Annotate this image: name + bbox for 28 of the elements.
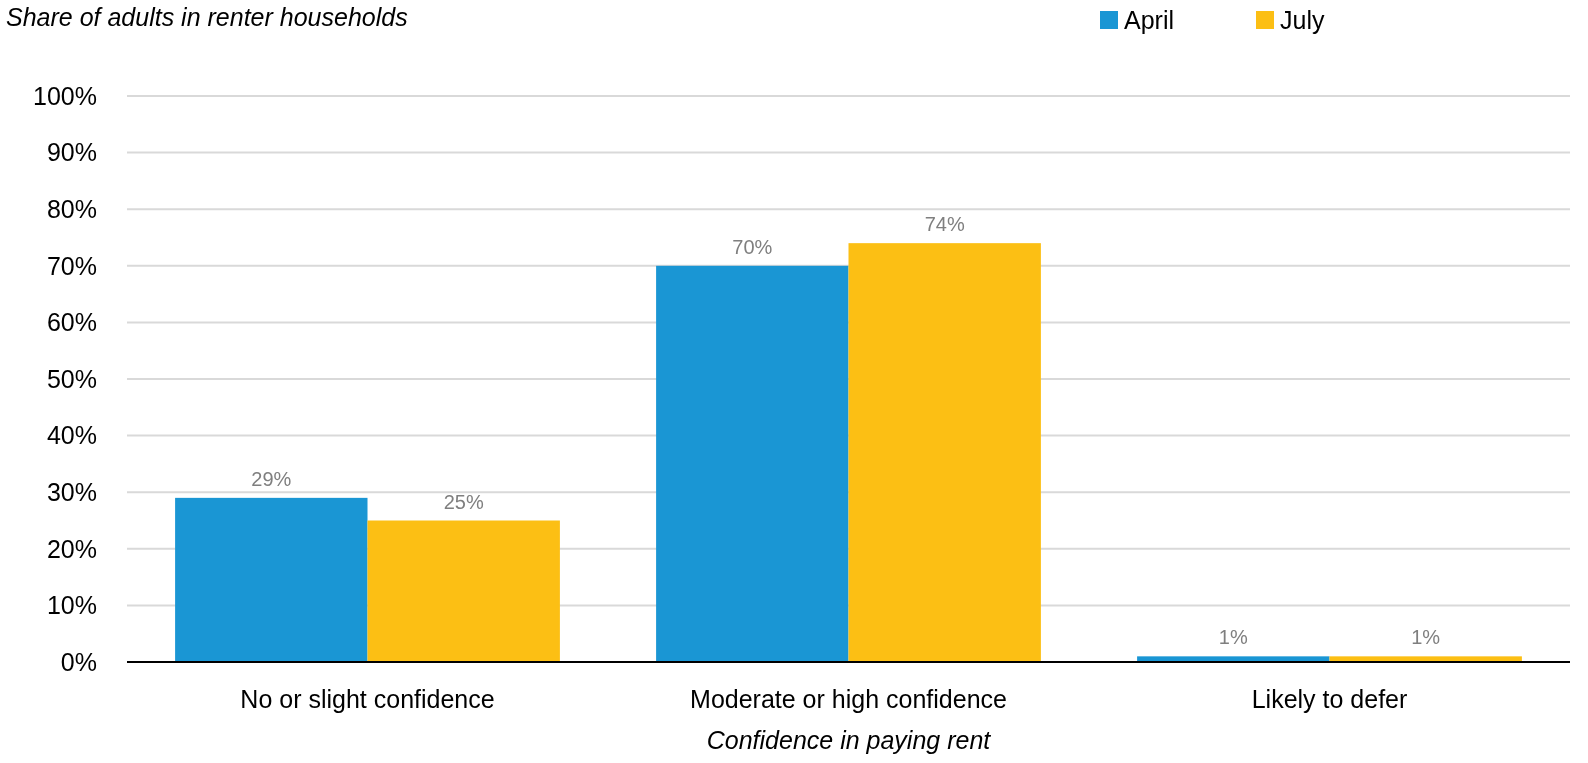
data-label: 25%	[443, 490, 484, 513]
bar	[367, 520, 560, 662]
x-axis-title: Confidence in paying rent	[706, 726, 992, 754]
legend-label: July	[1280, 5, 1325, 34]
y-tick-label: 80%	[46, 194, 97, 223]
x-tick-label: No or slight confidence	[240, 685, 495, 713]
x-tick-label: Moderate or high confidence	[690, 685, 1007, 713]
legend-label: April	[1124, 5, 1175, 34]
x-tick-label: Likely to defer	[1251, 685, 1408, 713]
y-tick-label: 60%	[46, 308, 97, 337]
bar	[848, 243, 1041, 662]
bar	[175, 497, 368, 662]
data-label: 29%	[251, 467, 292, 490]
y-tick-label: 10%	[46, 591, 97, 620]
data-label: 1%	[1411, 626, 1441, 649]
data-label: 1%	[1218, 626, 1248, 649]
y-tick-label: 70%	[46, 251, 97, 280]
y-tick-label: 20%	[46, 534, 97, 563]
y-tick-label: 30%	[46, 477, 97, 506]
y-tick-label: 0%	[60, 647, 97, 676]
y-tick-label: 50%	[46, 364, 97, 393]
y-tick-label: 90%	[46, 138, 97, 167]
bar	[656, 265, 849, 662]
data-label: 70%	[732, 235, 773, 258]
y-tick-label: 40%	[46, 421, 97, 450]
y-tick-label: 100%	[33, 81, 97, 110]
y-axis-title: Share of adults in renter households	[6, 3, 408, 31]
data-label: 74%	[924, 213, 965, 236]
